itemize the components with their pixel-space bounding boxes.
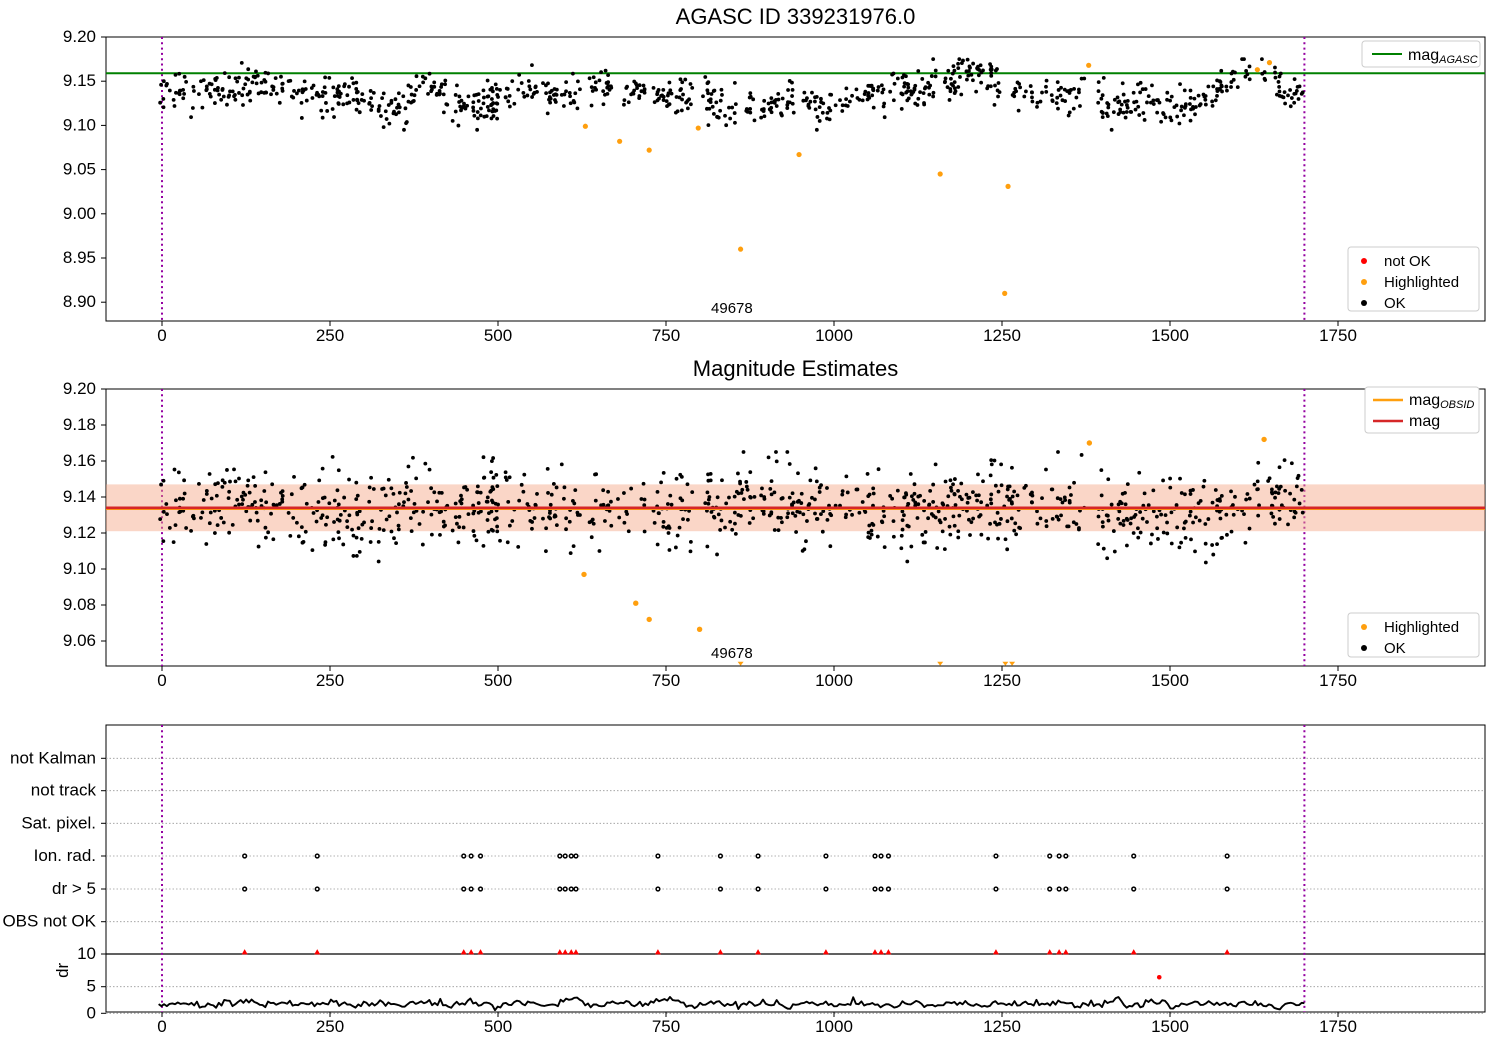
svg-text:1000: 1000 bbox=[815, 326, 853, 345]
svg-text:OK: OK bbox=[1384, 295, 1406, 312]
svg-text:Highlighted: Highlighted bbox=[1384, 274, 1459, 291]
svg-text:0: 0 bbox=[157, 326, 166, 345]
svg-text:500: 500 bbox=[484, 1017, 512, 1036]
svg-text:750: 750 bbox=[652, 326, 680, 345]
svg-text:9.06: 9.06 bbox=[63, 631, 96, 650]
svg-text:1000: 1000 bbox=[815, 671, 853, 690]
svg-text:9.10: 9.10 bbox=[63, 115, 96, 134]
svg-text:1250: 1250 bbox=[983, 326, 1021, 345]
svg-text:not Kalman: not Kalman bbox=[10, 748, 96, 767]
svg-text:750: 750 bbox=[652, 671, 680, 690]
svg-text:9.18: 9.18 bbox=[63, 415, 96, 434]
svg-text:250: 250 bbox=[316, 671, 344, 690]
svg-text:mag: mag bbox=[1409, 413, 1440, 430]
svg-text:9.05: 9.05 bbox=[63, 160, 96, 179]
svg-text:dr: dr bbox=[53, 962, 72, 977]
svg-text:Magnitude Estimates: Magnitude Estimates bbox=[693, 356, 898, 381]
svg-text:not OK: not OK bbox=[1384, 253, 1431, 270]
svg-text:AGASC ID 339231976.0: AGASC ID 339231976.0 bbox=[676, 4, 916, 29]
svg-text:8.95: 8.95 bbox=[63, 248, 96, 267]
svg-text:OK: OK bbox=[1384, 640, 1406, 657]
svg-text:5: 5 bbox=[87, 977, 96, 996]
svg-text:1750: 1750 bbox=[1319, 671, 1357, 690]
svg-text:9.08: 9.08 bbox=[63, 595, 96, 614]
svg-text:Highlighted: Highlighted bbox=[1384, 619, 1459, 636]
svg-text:49678: 49678 bbox=[711, 300, 753, 317]
svg-text:1500: 1500 bbox=[1151, 1017, 1189, 1036]
svg-text:8.90: 8.90 bbox=[63, 292, 96, 311]
svg-text:9.20: 9.20 bbox=[63, 27, 96, 46]
svg-text:49678: 49678 bbox=[711, 645, 753, 662]
svg-text:1750: 1750 bbox=[1319, 326, 1357, 345]
svg-text:9.14: 9.14 bbox=[63, 487, 96, 506]
svg-text:1500: 1500 bbox=[1151, 326, 1189, 345]
svg-text:not track: not track bbox=[31, 781, 97, 800]
svg-text:dr > 5: dr > 5 bbox=[52, 879, 96, 898]
svg-text:1250: 1250 bbox=[983, 1017, 1021, 1036]
svg-text:OBS not OK: OBS not OK bbox=[2, 912, 96, 931]
svg-text:9.16: 9.16 bbox=[63, 451, 96, 470]
svg-text:0: 0 bbox=[157, 1017, 166, 1036]
svg-text:1000: 1000 bbox=[815, 1017, 853, 1036]
svg-text:250: 250 bbox=[316, 326, 344, 345]
svg-text:500: 500 bbox=[484, 326, 512, 345]
svg-text:Sat. pixel.: Sat. pixel. bbox=[21, 813, 96, 832]
svg-text:500: 500 bbox=[484, 671, 512, 690]
svg-text:250: 250 bbox=[316, 1017, 344, 1036]
svg-text:10: 10 bbox=[77, 944, 96, 963]
svg-text:Ion. rad.: Ion. rad. bbox=[34, 846, 96, 865]
svg-text:9.12: 9.12 bbox=[63, 523, 96, 542]
svg-text:1250: 1250 bbox=[983, 671, 1021, 690]
svg-text:9.00: 9.00 bbox=[63, 204, 96, 223]
svg-text:9.10: 9.10 bbox=[63, 559, 96, 578]
svg-text:1500: 1500 bbox=[1151, 671, 1189, 690]
svg-text:9.20: 9.20 bbox=[63, 379, 96, 398]
svg-text:0: 0 bbox=[157, 671, 166, 690]
svg-text:750: 750 bbox=[652, 1017, 680, 1036]
svg-text:1750: 1750 bbox=[1319, 1017, 1357, 1036]
svg-text:9.15: 9.15 bbox=[63, 71, 96, 90]
svg-text:0: 0 bbox=[87, 1003, 96, 1022]
